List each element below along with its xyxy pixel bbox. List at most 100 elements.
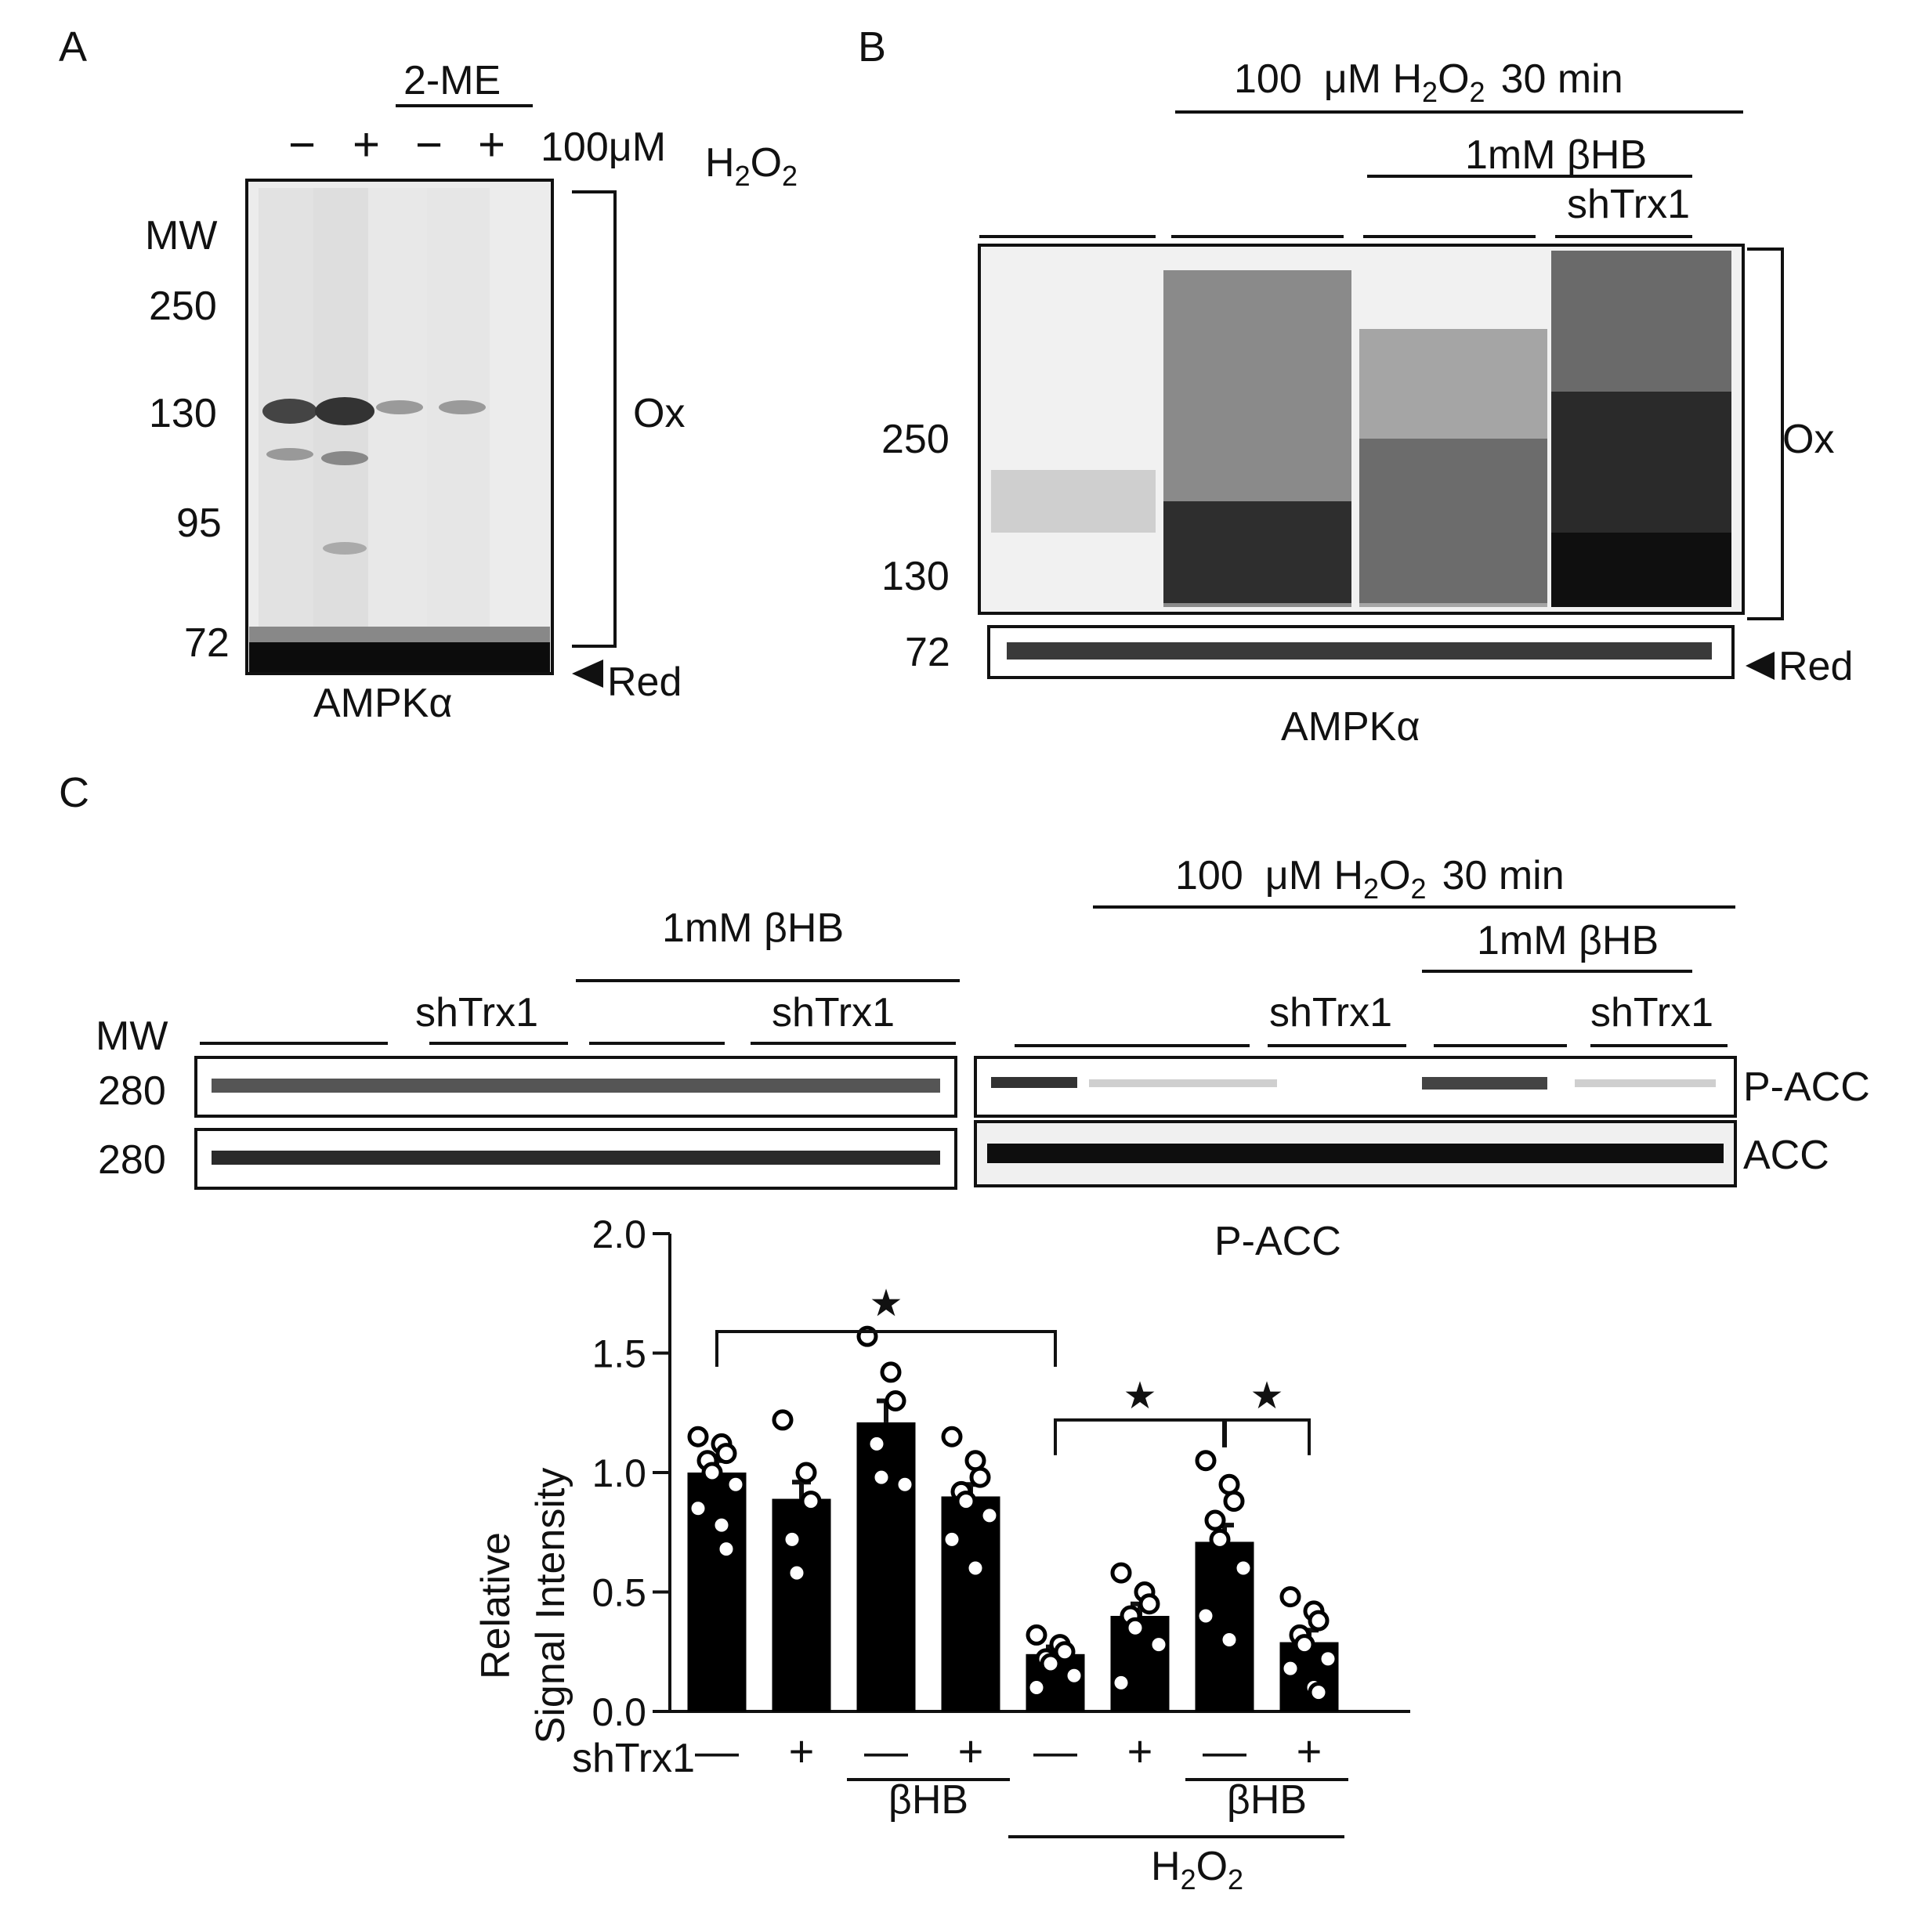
panel-a-red-label: Red [607,660,682,705]
panel-c-right-shtrx-2: shTrx1 [1590,990,1713,1035]
panel-b-red-label: Red [1778,644,1853,689]
significance-star-3: ★ [1250,1375,1283,1417]
panel-c-marker-280-b: 280 [98,1137,166,1183]
data-point [1195,1450,1217,1472]
data-point [715,1443,737,1465]
p-acc-bar-chart: P-ACC Relative Signal Intensity 0.0 0.5 1.… [473,1212,1410,1896]
panel-b-bhb: 1mM βHB [1465,132,1647,178]
data-point [800,1491,822,1512]
panel-a-mw-95: 95 [176,501,222,546]
data-point [1110,1671,1132,1693]
data-point [1279,1657,1301,1679]
y-axis-label-line-1: Relative [473,1532,519,1679]
panel-a-mw-header: MW [145,213,217,258]
data-point [1054,1641,1076,1663]
significance-brackets: ★ ★ ★ [715,1283,1311,1455]
panel-a-sign-3: − [415,118,443,171]
panel-a-ox-label: Ox [633,391,685,436]
data-point [1026,1624,1047,1646]
panel-a-sign-4: + [478,118,505,171]
data-point [964,1450,986,1472]
y-tick-label: 1.0 [592,1451,646,1495]
data-point [795,1462,817,1484]
panel-a-reducer: 2-ME [403,58,501,103]
panel-a-treatment: H2O2 [705,140,798,192]
panel-b: B 100 μM H2O2 30 min 1mM βHB shTrx1 250 13… [858,23,1853,750]
panel-a-sign-1: − [288,118,316,171]
data-point [964,1557,986,1579]
panel-b-red-blot [987,625,1735,679]
panel-a-blot [245,179,554,675]
panel-c-right-treatment: 100 μM H2O2 30 min [1175,853,1565,905]
panel-c-marker-280-a: 280 [98,1068,166,1114]
panel-c-acc-blot-right [974,1120,1737,1187]
data-point [1308,1610,1330,1632]
panel-c-mw-header: MW [96,1014,168,1059]
panel-b-mw-72: 72 [905,630,950,675]
chart-title: P-ACC [1214,1219,1341,1264]
panel-c: C 1mM βHB MW shTrx1 shTrx1 100 μM H2O2 30 … [59,769,1870,1190]
data-point [711,1514,733,1536]
panel-a-protein: AMPKα [313,681,452,726]
panel-c-blot-label-acc: ACC [1743,1133,1829,1178]
data-point [880,1361,902,1383]
data-points [687,1325,1339,1704]
data-point [1218,1629,1240,1650]
data-point [687,1426,709,1447]
data-point [725,1473,747,1495]
x-category-label: — [1033,1726,1077,1776]
bar [772,1498,831,1711]
panel-b-mw-130: 130 [881,554,950,599]
data-point [772,1409,794,1431]
data-point [969,1466,991,1488]
data-point [1195,1605,1217,1627]
data-point [1204,1509,1226,1531]
x-category-label: — [864,1726,908,1776]
data-point [894,1473,916,1495]
data-point [715,1538,737,1560]
panel-a-letter: A [59,23,87,70]
data-point [955,1491,977,1512]
significance-bracket-2 [1054,1418,1311,1455]
significance-bracket-1-star: ★ [869,1283,903,1325]
x-category-label: + [789,1726,815,1776]
data-point [1063,1664,1085,1686]
panel-b-ox-label: Ox [1782,417,1834,462]
bars [687,1398,1339,1711]
panel-c-right-shtrx-1: shTrx1 [1269,990,1392,1035]
data-point [1218,1473,1240,1495]
data-point [1110,1562,1132,1584]
panel-b-treatment: 100 μM H2O2 30 min [1234,56,1623,108]
panel-a-mw-130: 130 [149,391,217,436]
panel-c-letter: C [59,769,89,816]
panel-c-left-bhb: 1mM βHB [662,905,844,951]
y-axis-label: Relative Signal Intensity [473,1468,573,1744]
x-category-label: — [1203,1726,1246,1776]
panel-b-shtrx: shTrx1 [1567,182,1690,227]
data-point [1124,1617,1146,1639]
panel-a-sign-2: + [353,118,380,171]
panel-c-left-shtrx-1: shTrx1 [415,990,538,1035]
data-point [1279,1586,1301,1608]
bhb-group-label-1: βHB [888,1777,968,1823]
h2o2-group-label: H2O2 [1151,1844,1243,1896]
panel-c-pacc-blot-left [194,1056,957,1118]
x-category-label: + [1127,1726,1153,1776]
x-category-label: + [1297,1726,1322,1776]
y-tick-label: 1.5 [592,1332,646,1376]
data-point [979,1505,1000,1527]
y-tick-label: 2.0 [592,1212,646,1256]
data-point [781,1528,803,1550]
data-point [1040,1653,1062,1675]
panel-a-ox-bracket [572,190,617,648]
panel-b-ox-blot [978,244,1745,615]
data-point [701,1462,723,1484]
bhb-group-label-2: βHB [1227,1777,1307,1823]
data-point [1317,1648,1339,1670]
panel-c-left-shtrx-2: shTrx1 [772,990,895,1035]
bar [941,1496,1000,1711]
data-point [885,1390,906,1411]
significance-star-2: ★ [1123,1375,1156,1417]
data-point [1293,1634,1315,1656]
